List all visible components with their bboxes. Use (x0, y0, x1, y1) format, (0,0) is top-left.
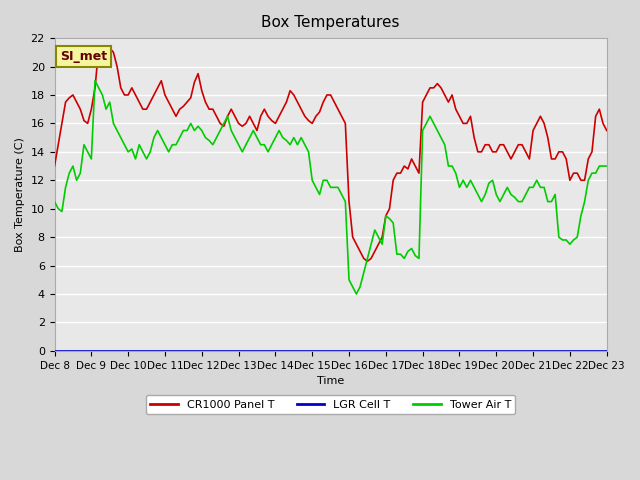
Y-axis label: Box Temperature (C): Box Temperature (C) (15, 137, 25, 252)
Legend: CR1000 Panel T, LGR Cell T, Tower Air T: CR1000 Panel T, LGR Cell T, Tower Air T (146, 395, 515, 414)
Text: SI_met: SI_met (60, 50, 107, 63)
Title: Box Temperatures: Box Temperatures (261, 15, 400, 30)
X-axis label: Time: Time (317, 376, 344, 386)
